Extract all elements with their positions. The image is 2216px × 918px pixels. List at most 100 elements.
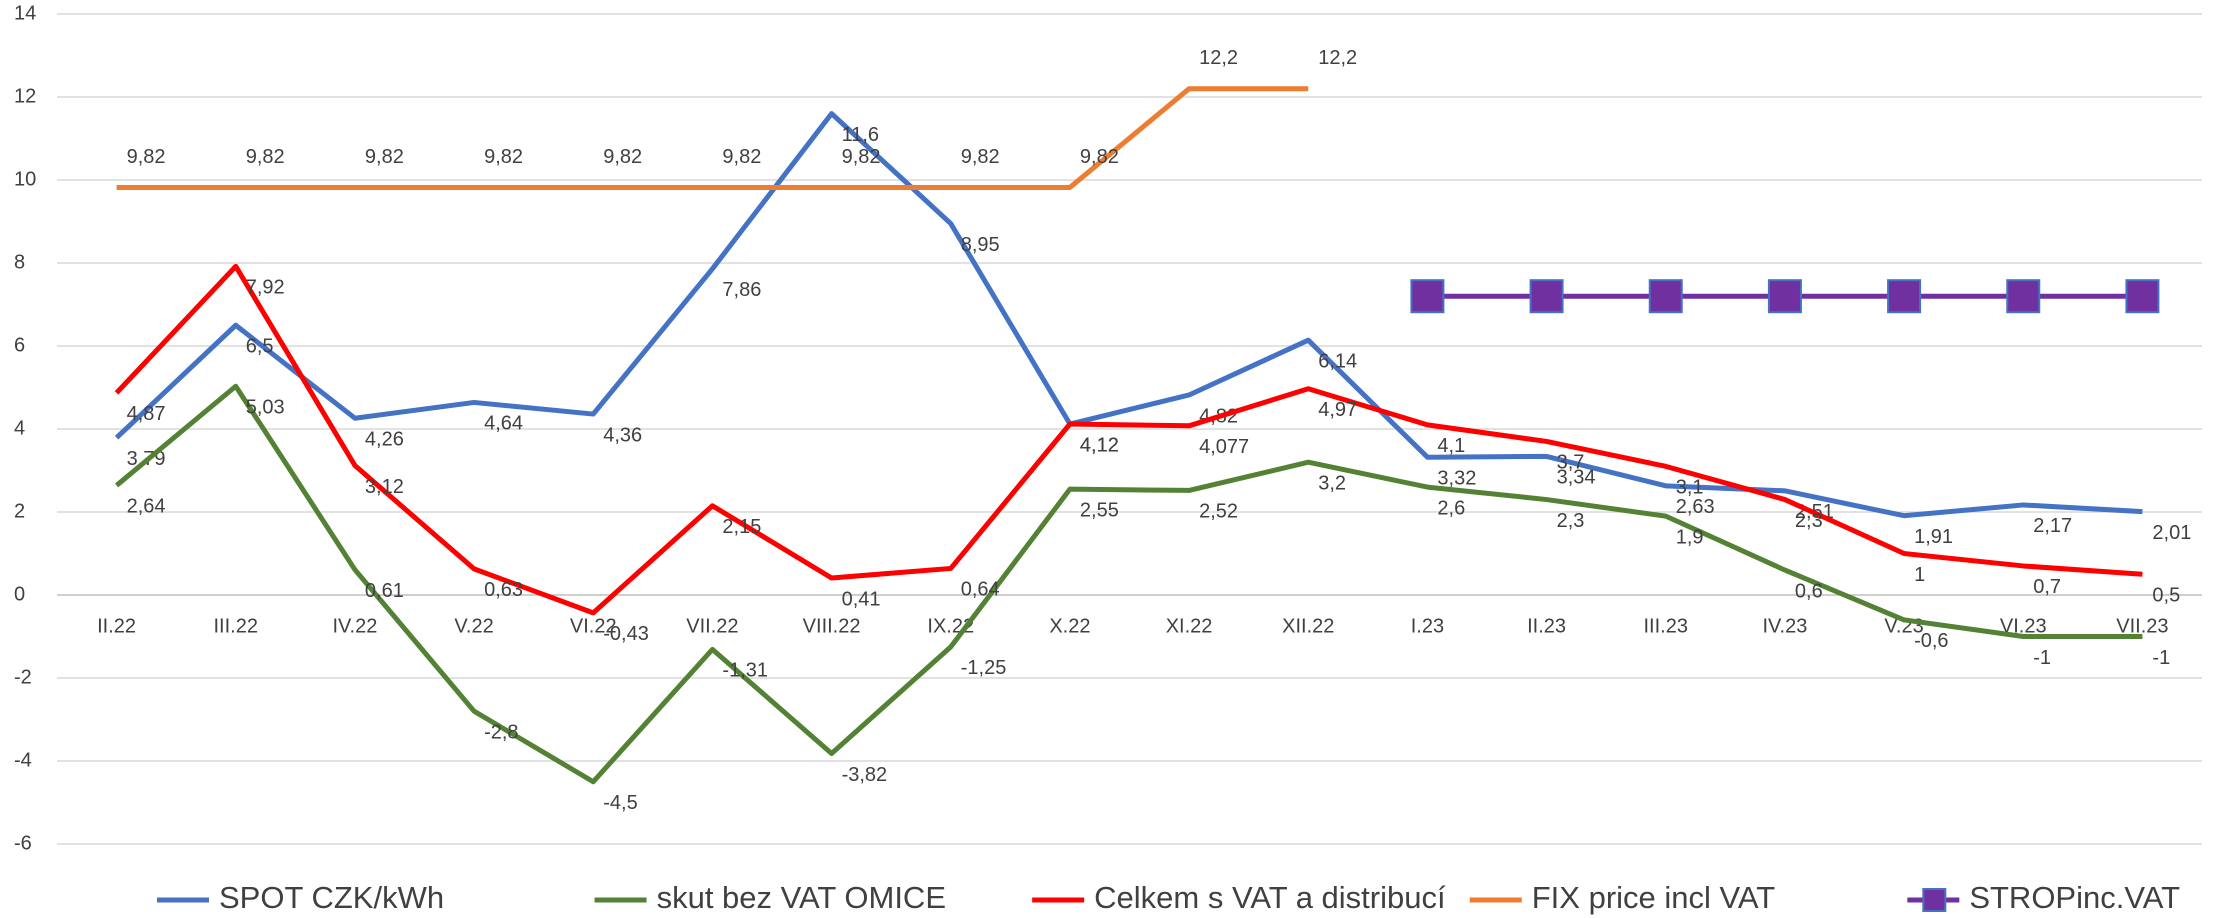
y-tick-label: -2 <box>14 666 32 688</box>
data-label: 3,34 <box>1557 467 1596 489</box>
data-label: 7,92 <box>246 277 285 299</box>
data-label: 2,55 <box>1080 499 1119 521</box>
data-label: 9,82 <box>246 146 285 168</box>
data-label: 0,7 <box>2033 576 2061 598</box>
y-tick-label: 12 <box>14 85 36 107</box>
data-label: 0,5 <box>2152 585 2180 607</box>
data-label: 3,32 <box>1437 468 1476 490</box>
data-label: -1,31 <box>722 660 768 682</box>
data-label: 4,1 <box>1437 435 1465 457</box>
data-label: 12,2 <box>1199 47 1238 69</box>
data-label: 9,82 <box>365 146 404 168</box>
data-label: 2,64 <box>127 496 166 518</box>
x-tick-label: VIII.22 <box>803 615 861 637</box>
x-tick-label: VI.22 <box>570 615 617 637</box>
legend-label: SPOT CZK/kWh <box>219 880 444 915</box>
data-label: 2,52 <box>1199 501 1238 523</box>
data-label: 2,63 <box>1676 496 1715 518</box>
data-label: 9,82 <box>127 146 166 168</box>
series-line <box>114 263 2143 616</box>
x-tick-label: X.22 <box>1049 615 1090 637</box>
data-label: 2,3 <box>1557 510 1585 532</box>
y-tick-label: -6 <box>14 832 32 854</box>
data-label: 1,91 <box>1914 526 1953 548</box>
data-label: 5,03 <box>246 397 285 419</box>
data-label: 11,6 <box>842 124 879 146</box>
y-tick-label: 10 <box>14 168 36 190</box>
y-tick-label: 8 <box>14 251 25 273</box>
data-label: 3,12 <box>365 476 404 498</box>
data-label: 2,3 <box>1795 510 1823 532</box>
data-label: 6,14 <box>1318 350 1357 372</box>
x-tick-label: III.23 <box>1644 615 1688 637</box>
data-label: 7,86 <box>722 279 761 301</box>
y-tick-label: 2 <box>14 500 25 522</box>
legend-label: FIX price incl VAT <box>1532 880 1776 915</box>
data-label: 4,36 <box>603 424 642 446</box>
data-label: 2,17 <box>2033 515 2072 537</box>
data-label: 4,077 <box>1199 436 1249 458</box>
data-label: 3,2 <box>1318 472 1346 494</box>
data-label: -4,5 <box>603 792 637 814</box>
x-tick-label: V.22 <box>454 615 493 637</box>
data-label: 2,15 <box>722 516 761 538</box>
data-label: -1 <box>2033 647 2051 669</box>
data-label: -3,82 <box>842 764 888 786</box>
data-label: 2,6 <box>1437 497 1465 519</box>
marker <box>1529 279 1564 314</box>
data-label: 0,63 <box>484 579 523 601</box>
data-label: -0,43 <box>603 623 649 645</box>
data-label: 0,41 <box>842 588 881 610</box>
data-label: 4,26 <box>365 428 404 450</box>
data-label: -0,6 <box>1914 630 1948 652</box>
legend-label: STROPinc.VAT <box>1969 880 2180 915</box>
series-line <box>114 111 2143 519</box>
x-tick-label: XII.22 <box>1282 615 1334 637</box>
data-label: 4,87 <box>127 403 166 425</box>
data-label: 4,12 <box>1080 434 1119 456</box>
data-label: 9,82 <box>842 146 881 168</box>
x-tick-label: XI.22 <box>1166 615 1213 637</box>
data-label: 9,82 <box>961 146 1000 168</box>
data-label: -1,25 <box>961 657 1007 679</box>
marker <box>2125 279 2160 314</box>
marker <box>1648 279 1683 314</box>
x-tick-label: VI.23 <box>2000 615 2047 637</box>
marker <box>1410 279 1445 314</box>
data-label: 9,82 <box>603 146 642 168</box>
legend-marker <box>1922 888 1947 912</box>
marker <box>1887 279 1922 314</box>
legend: SPOT CZK/kWh skut bez VAT OMICE Celkem s V… <box>157 880 2180 915</box>
data-label: 9,82 <box>1080 146 1119 168</box>
data-label: 0,6 <box>1795 580 1823 602</box>
data-label: 4,64 <box>484 413 523 435</box>
marker <box>2006 279 2041 314</box>
x-tick-label: IV.23 <box>1762 615 1807 637</box>
data-label: 0,61 <box>365 580 404 602</box>
x-tick-label: VII.22 <box>686 615 738 637</box>
data-label: 0,64 <box>961 579 1000 601</box>
y-tick-label: 6 <box>14 334 25 356</box>
x-tick-label: II.22 <box>97 615 136 637</box>
data-label: 3,7 <box>1557 452 1585 474</box>
data-label: -1 <box>2152 647 2170 669</box>
data-label: 8,95 <box>961 234 1000 256</box>
x-tick-label: I.23 <box>1411 615 1444 637</box>
y-tick-label: 4 <box>14 417 25 439</box>
legend-label: Celkem s VAT a distribucí <box>1094 880 1446 915</box>
y-tick-label: -4 <box>14 749 32 771</box>
series-line <box>114 383 2143 785</box>
data-label: 4,97 <box>1318 399 1357 421</box>
data-label: 2,01 <box>2152 522 2191 544</box>
data-label: 1 <box>1914 564 1925 586</box>
y-tick-label: 14 <box>14 2 36 24</box>
legend-label: skut bez VAT OMICE <box>657 880 946 915</box>
data-label: 3,1 <box>1676 477 1704 499</box>
data-label: 9,82 <box>484 146 523 168</box>
x-tick-label: IV.22 <box>332 615 377 637</box>
marker <box>1767 279 1802 314</box>
data-label: 6,5 <box>246 336 274 358</box>
data-label: 9,82 <box>722 146 761 168</box>
data-label: 12,2 <box>1318 47 1357 69</box>
